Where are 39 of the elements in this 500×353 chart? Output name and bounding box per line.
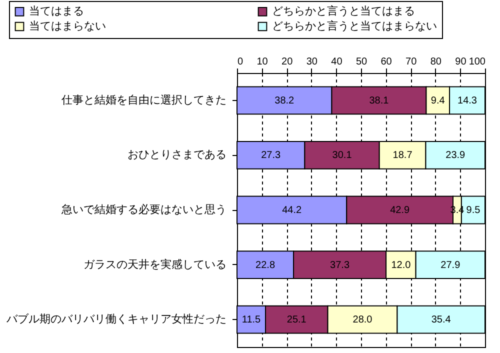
x-tick-label: 30 [306, 56, 318, 68]
y-tick-label: おひとりさまである [128, 149, 226, 162]
data-label: 9.5 [466, 205, 481, 216]
legend-label: 当てはまる [29, 6, 84, 18]
x-tick-label: 80 [430, 56, 442, 68]
data-label: 12.0 [391, 260, 412, 271]
data-label: 42.9 [390, 205, 410, 216]
data-label: 9.4 [430, 95, 446, 106]
data-label: 14.3 [458, 95, 478, 106]
legend-label: 当てはまらない [29, 20, 106, 32]
data-label: 22.8 [256, 260, 276, 271]
x-tick-label: 70 [406, 56, 418, 68]
data-label: 25.1 [286, 314, 307, 326]
y-tick-label: 急いで結婚する必要はないと思う [60, 203, 226, 216]
x-tick-label: 0 [238, 56, 244, 68]
y-tick-label: ガラスの天井を実感している [84, 258, 226, 271]
data-label: 27.9 [440, 260, 461, 271]
x-tick-label: 20 [282, 56, 294, 68]
x-tick-label: 10 [256, 56, 268, 68]
data-label: 18.7 [392, 150, 413, 162]
x-tick-label: 90 [455, 56, 467, 68]
legend-label: どちらかと言うと当てはまらない [272, 20, 437, 32]
data-label: 11.5 [242, 314, 262, 326]
x-tick-label: 40 [331, 56, 343, 68]
data-label: 23.9 [446, 150, 466, 162]
x-tick-label: 60 [380, 56, 392, 68]
data-label: 27.3 [261, 150, 282, 162]
data-label: 30.1 [332, 150, 352, 162]
legend-label: どちらかと言うと当てはまる [272, 4, 415, 18]
data-label: 44.2 [282, 205, 302, 216]
data-label: 38.1 [369, 95, 390, 106]
y-tick-label: 仕事と結婚を自由に選択してきた [62, 93, 226, 106]
y-tick-label: バブル期のバリバリ働くキャリア女性だった [6, 312, 226, 326]
data-label: 38.2 [274, 95, 295, 106]
x-tick-label: 50 [356, 56, 368, 68]
x-tick-label: 100 [468, 56, 486, 68]
data-label: 35.4 [431, 314, 452, 326]
data-label: 28.0 [352, 314, 373, 326]
data-label: 37.3 [330, 260, 350, 271]
